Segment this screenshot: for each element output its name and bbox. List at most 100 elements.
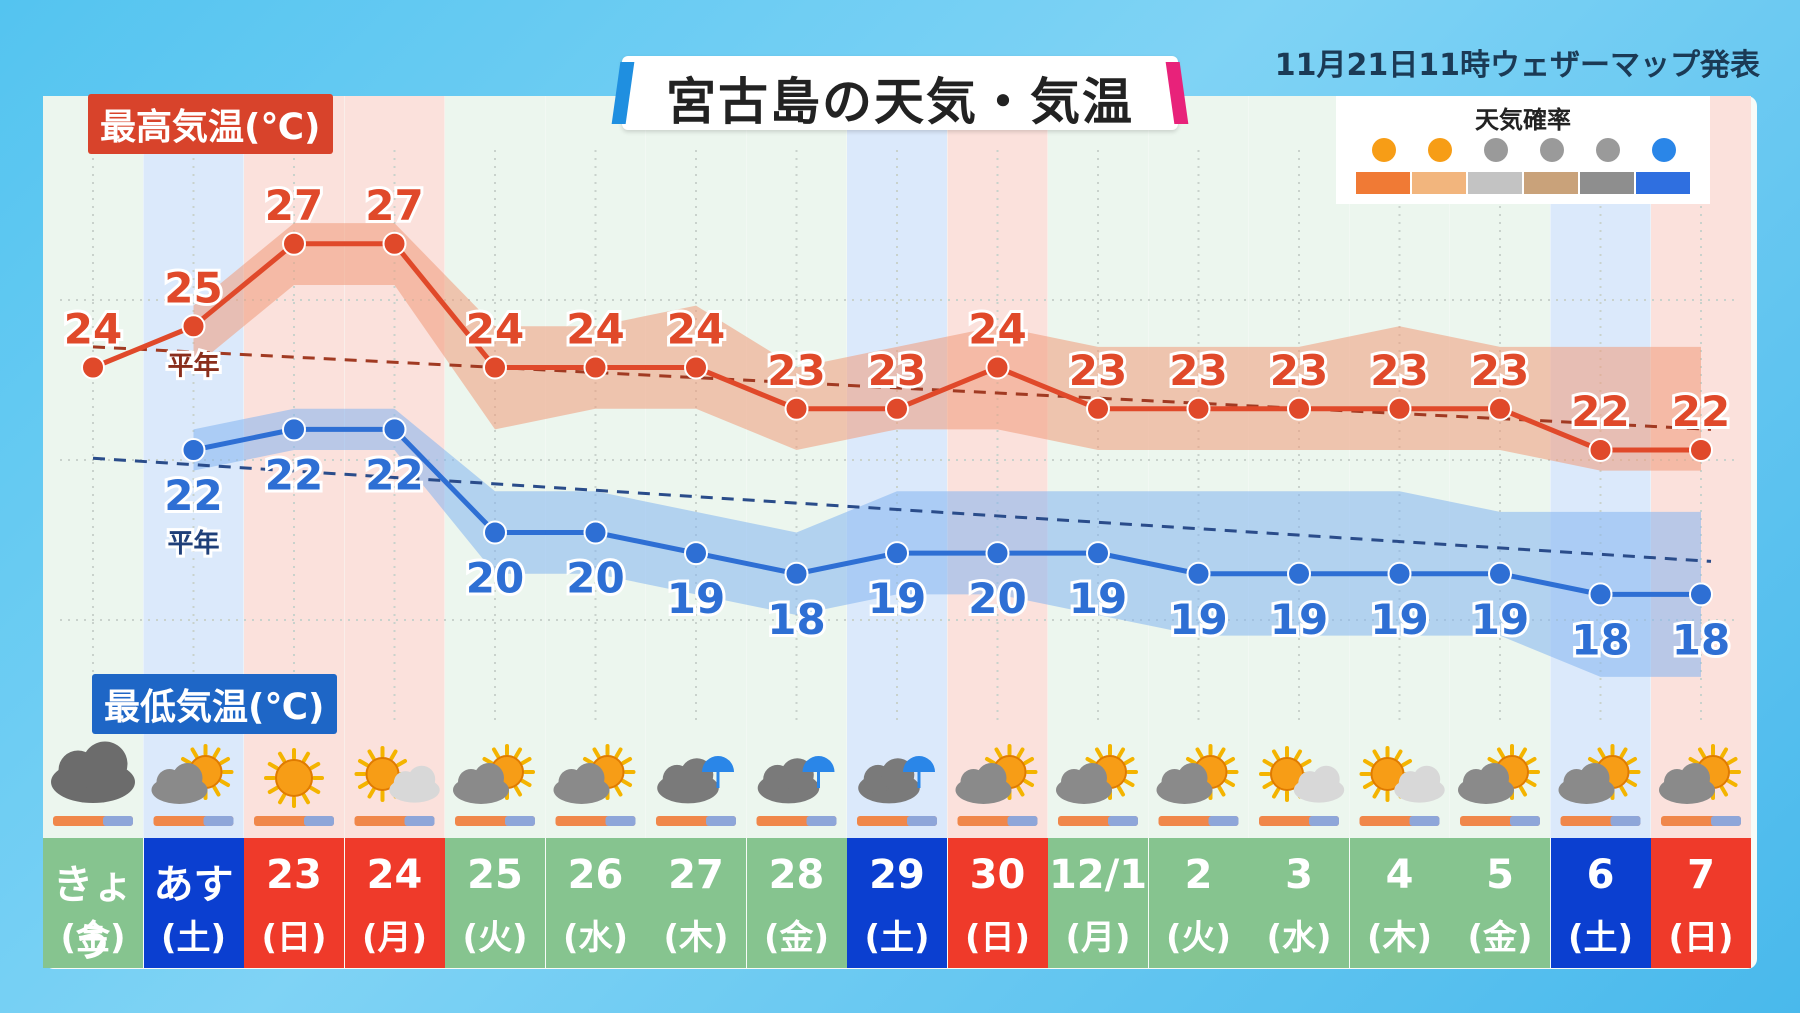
day-weekday: (月) xyxy=(361,918,428,958)
legend-color-swatch xyxy=(1412,172,1466,194)
high-temp-line-point xyxy=(1186,396,1211,421)
day-weekday: (金) xyxy=(60,918,126,958)
high-temp-data-label: 24 xyxy=(667,305,725,354)
low-temp-data-label: 18 xyxy=(1672,615,1730,664)
day-date: 4 xyxy=(1385,852,1414,898)
low-temp-line-point xyxy=(1387,561,1412,586)
high-temp-line-point xyxy=(382,231,407,256)
day-cell: 5 (金) xyxy=(1450,838,1550,968)
cloud-sun-icon xyxy=(1659,744,1741,804)
weather-probability-bar-rest xyxy=(1108,816,1138,826)
high-temp-data-label: 23 xyxy=(1471,346,1529,395)
day-date: 24 xyxy=(366,852,423,898)
day-weekday: (日) xyxy=(1668,918,1734,958)
day-weekday: (金) xyxy=(763,918,830,958)
day-weekday: (水) xyxy=(1266,918,1332,958)
low-temp-line-point xyxy=(1287,561,1311,586)
high-temp-line-point xyxy=(784,396,809,421)
weather-probability-bar-rest xyxy=(706,816,736,826)
cloud-sun-icon xyxy=(1540,138,1564,162)
day-date: あす xyxy=(153,862,234,908)
sun-cloud-icon xyxy=(1359,746,1445,803)
low-temp-data-label: 19 xyxy=(1169,595,1227,644)
low-temp-line-point xyxy=(1086,541,1110,566)
low-temp-data-label: 19 xyxy=(667,574,725,623)
high-temp-line-point xyxy=(583,355,608,380)
sun-cloud-icon xyxy=(354,746,440,803)
day-cell: きょう (金) xyxy=(43,838,143,968)
low-temp-line-point xyxy=(1186,561,1211,586)
high-temp-line-point xyxy=(1387,396,1412,421)
day-cell: 6 (土) xyxy=(1550,838,1651,968)
day-cell: 26 (水) xyxy=(545,838,646,968)
normal-high-label: 平年 xyxy=(167,350,219,381)
sun-icon xyxy=(1372,138,1396,162)
high-temp-data-label: 23 xyxy=(1270,346,1328,395)
day-weekday: (木) xyxy=(1366,918,1433,958)
day-column-bg xyxy=(1048,96,1148,838)
weather-probability-bar-rest xyxy=(1711,816,1741,826)
legend-title: 天気確率 xyxy=(1475,106,1571,134)
cloud-umbrella-icon xyxy=(757,756,835,804)
weather-probability-bar-rest xyxy=(1309,816,1339,826)
weather-probability-bar-rest xyxy=(1007,816,1038,826)
cloud-sun-icon xyxy=(1156,744,1239,804)
high-temp-data-label: 22 xyxy=(1571,387,1629,436)
low-temp-data-label: 20 xyxy=(566,554,624,603)
day-column-bg xyxy=(1249,96,1349,838)
low-temp-line-point xyxy=(583,520,608,545)
day-cell: 30 (日) xyxy=(947,838,1048,968)
high-temp-line-point xyxy=(483,355,507,380)
high-temp-data-label: 25 xyxy=(164,263,222,312)
day-cell: 25 (火) xyxy=(445,838,545,968)
low-temp-data-label: 19 xyxy=(1370,595,1428,644)
day-cell: 23 (日) xyxy=(244,838,344,968)
page-title: 宮古島の天気・気温 xyxy=(666,73,1134,131)
day-date: 7 xyxy=(1687,852,1715,898)
weather-probability-bar-rest xyxy=(103,816,133,826)
high-temp-line-point xyxy=(1488,396,1512,421)
high-temp-data-label: 24 xyxy=(466,305,524,354)
day-date: 6 xyxy=(1586,852,1615,898)
dark-cloud-icon xyxy=(1596,138,1620,162)
day-date: 27 xyxy=(668,852,724,898)
low-temp-data-label: 22 xyxy=(164,471,222,520)
title-box: 宮古島の天気・気温 xyxy=(622,56,1178,131)
day-cell: 7 (日) xyxy=(1651,838,1751,968)
day-date: 26 xyxy=(567,852,624,898)
weather-probability-bar-rest xyxy=(1510,816,1540,826)
day-date: 12/1 xyxy=(1048,852,1148,898)
cloud-sun-icon xyxy=(453,744,535,804)
cloud-sun-icon xyxy=(1558,744,1641,804)
day-date: 2 xyxy=(1184,852,1213,898)
legend-color-swatch xyxy=(1636,172,1690,194)
weather-probability-bar-rest xyxy=(304,816,334,826)
day-date: 25 xyxy=(467,852,523,898)
high-temp-data-label: 23 xyxy=(868,346,926,395)
sun-icon xyxy=(264,748,324,808)
low-temp-line-point xyxy=(382,417,407,442)
low-temp-line-point xyxy=(282,417,306,442)
low-temp-line-point xyxy=(1689,582,1713,607)
day-date: 28 xyxy=(768,852,825,898)
high-temp-data-label: 23 xyxy=(1169,346,1227,395)
low-temp-line-point xyxy=(784,561,809,586)
low-temp-data-label: 22 xyxy=(365,450,423,499)
high-temp-data-label: 23 xyxy=(767,346,825,395)
high-temp-line-point xyxy=(81,355,105,380)
weather-probability-bar-rest xyxy=(1409,816,1440,826)
cloud-sun-icon xyxy=(1458,744,1540,804)
normal-low-label: 平年 xyxy=(167,528,219,559)
high-temp-data-label: 22 xyxy=(1672,387,1730,436)
day-date: 23 xyxy=(266,852,322,898)
legend-color-swatch xyxy=(1468,172,1522,194)
low-temp-line-point xyxy=(1488,561,1512,586)
weather-probability-bar-rest xyxy=(203,816,234,826)
day-cell: 4 (木) xyxy=(1349,838,1450,968)
weather-probability-bar-rest xyxy=(505,816,535,826)
day-cell: 27 (木) xyxy=(646,838,746,968)
legend-icons xyxy=(1356,138,1690,194)
day-cell: あす (土) xyxy=(143,838,244,968)
day-cell: 24 (月) xyxy=(344,838,445,968)
